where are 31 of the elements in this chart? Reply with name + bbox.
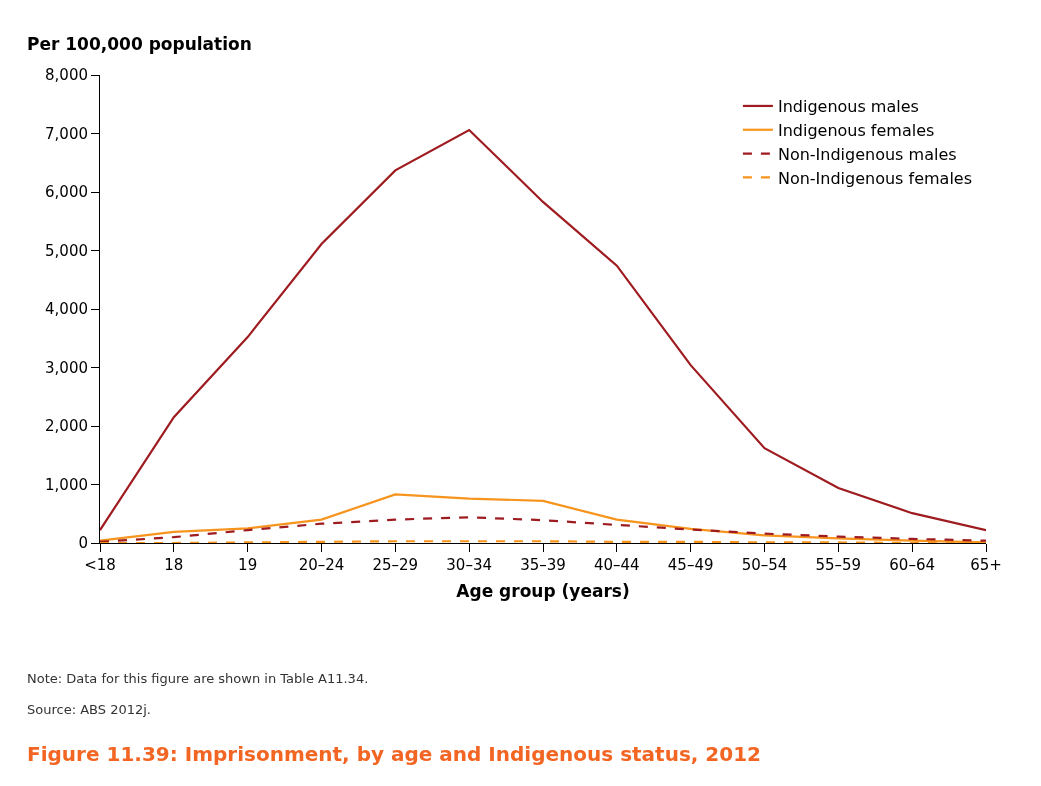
legend-label: Indigenous males	[777, 97, 919, 117]
x-tick-label: 25–29	[372, 556, 419, 574]
y-tick-label: 2,000	[45, 417, 88, 436]
y-tick-label: 0	[78, 534, 88, 553]
y-tick-label: 1,000	[45, 475, 88, 494]
y-tick-label: 6,000	[45, 183, 88, 202]
y-tick-label: 3,000	[45, 358, 88, 377]
x-tick-label: 35–39	[520, 556, 566, 574]
x-tick-label: 65+	[970, 556, 1002, 574]
y-tick-label: 7,000	[45, 124, 88, 143]
x-tick-label: 40–44	[593, 556, 640, 574]
legend-label: Indigenous females	[777, 120, 935, 140]
x-tick-label: 55–59	[815, 556, 862, 574]
x-tick-label: 50–54	[741, 556, 788, 574]
y-axis-title: Per 100,000 population	[27, 34, 252, 54]
x-tick-label: 18	[164, 556, 184, 574]
y-tick-label: 8,000	[45, 66, 88, 85]
x-tick-label: 60–64	[889, 556, 936, 574]
x-tick-label: 19	[238, 556, 258, 574]
text: Note: Data for this figure are shown in Table A11.34.	[27, 671, 369, 686]
legend-label: Non-Indigenous males	[777, 144, 957, 164]
x-axis-title: Age group (years)	[456, 581, 630, 602]
legend-label: Non-Indigenous females	[777, 168, 973, 188]
x-tick-label: 20–24	[298, 556, 345, 574]
x-tick-label: 45–49	[667, 556, 714, 574]
y-tick-label: 5,000	[45, 241, 88, 260]
source-note: Source: ABS 2012j.	[27, 702, 151, 717]
y-tick-label: 4,000	[45, 300, 88, 319]
text: Figure 11.39: Imprisonment, by age and Indigenous status, 2012	[27, 742, 762, 766]
x-tick-label: 30–34	[446, 556, 493, 574]
x-tick-label: <18	[84, 556, 116, 574]
